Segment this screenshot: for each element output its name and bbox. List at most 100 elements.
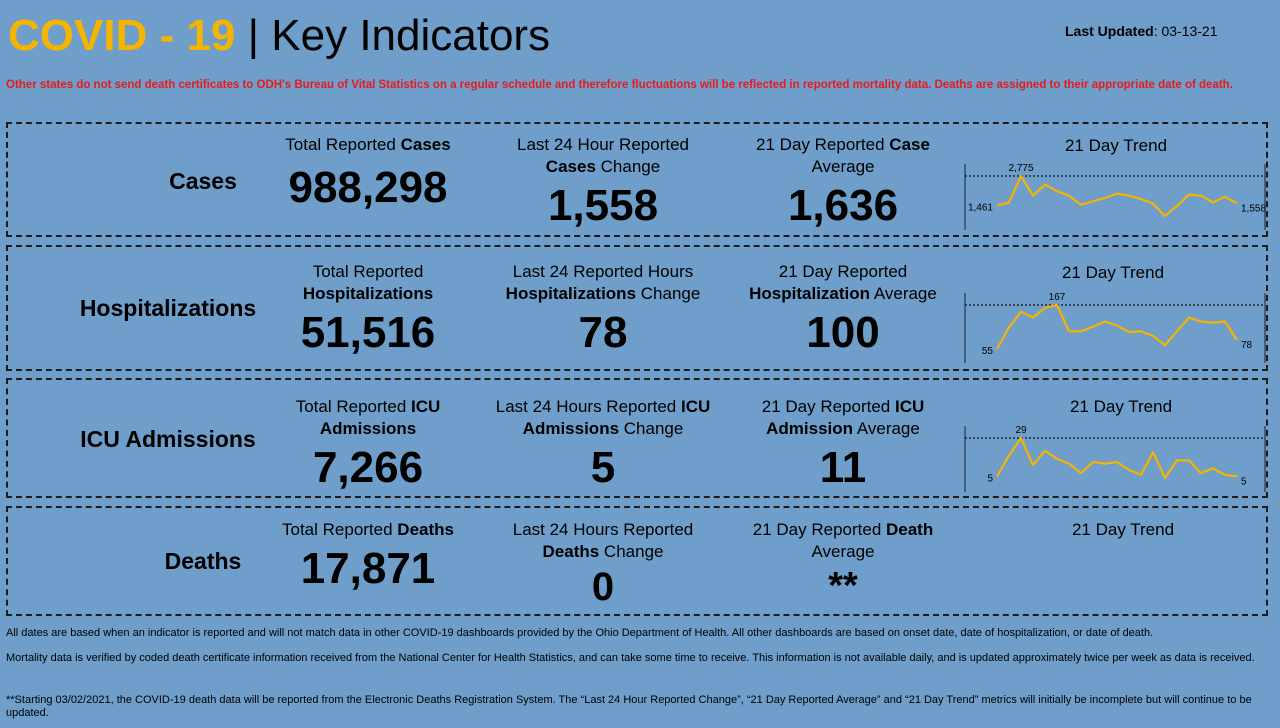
caption-text: 21 Day Reported (756, 135, 890, 154)
icu-total-value: 7,266 (312, 443, 424, 492)
caption-text: Average (853, 419, 920, 438)
trend-peak-label: 2,775 (1008, 163, 1033, 174)
caption-bold: Cases (400, 135, 451, 154)
caption-bold: ICU Admissions (319, 397, 441, 438)
caption-bold: Case (889, 135, 930, 154)
icu-total-caption: Total Reported ICU Admissions (268, 396, 468, 440)
hospitalizations-average-caption: 21 Day Reported Hospitalization Average (733, 261, 953, 305)
footer-note-reporting: All dates are based when an indicator is… (6, 627, 1154, 639)
caption-text: 21 Day Reported (761, 397, 895, 416)
deaths-average-caption: 21 Day Reported Death Average (738, 519, 948, 563)
trend-start-label: 5 (987, 473, 993, 484)
last-updated-label: Last Updated (1065, 23, 1154, 39)
hospitalizations-change-value: 78 (578, 308, 628, 357)
cases-trend-title: 21 Day Trend (1064, 136, 1168, 155)
caption-bold: ICU Admission (766, 397, 925, 438)
trend-series-line (996, 303, 1238, 350)
footer-note-mortality: Mortality data is verified by coded deat… (6, 652, 1255, 664)
deaths-average: 21 Day Reported Death Average ** (738, 519, 948, 605)
deaths-average-value: ** (828, 565, 858, 607)
cases-average-value: 1,636 (787, 181, 899, 230)
icu-total: Total Reported ICU Admissions 7,266 (268, 396, 468, 492)
caption-text: Change (636, 284, 701, 303)
icu-label: ICU Admissions (80, 426, 256, 452)
trend-end-label: 5 (1241, 476, 1247, 487)
caption-text: Average (811, 542, 875, 561)
caption-bold: Hospitalizations (302, 284, 434, 303)
cases-label: Cases (169, 168, 237, 194)
icu-change: Last 24 Hours Reported ICU Admissions Ch… (493, 396, 713, 492)
deaths-total: Total Reported Deaths 17,871 (268, 519, 468, 593)
hospitalizations-trend-chart: 55 167 78 (964, 292, 1266, 363)
cases-change-value: 1,558 (547, 181, 659, 230)
caption-text: Change (595, 157, 661, 176)
footer-note-edrs: **Starting 03/02/2021, the COVID-19 deat… (6, 694, 1252, 719)
trend-start-label: 1,461 (968, 203, 993, 214)
icu-trend-title: 21 Day Trend (1069, 397, 1173, 416)
caption-text: Total Reported (282, 520, 398, 539)
deaths-trend-title: 21 Day Trend (1071, 520, 1175, 539)
title-key-indicators: Key Indicators (271, 11, 551, 60)
caption-text: 21 Day Reported (778, 262, 908, 281)
title-covid: COVID - 19 (8, 11, 236, 60)
icu-average: 21 Day Reported ICU Admission Average 11 (738, 396, 948, 492)
icu-trend-chart: 5 29 5 (964, 425, 1266, 492)
caption-bold: Cases (545, 157, 596, 176)
deaths-panel: Deaths Total Reported Deaths 17,871 Last… (6, 506, 1268, 616)
trend-peak-label: 167 (1049, 292, 1066, 303)
caption-text: Last 24 Hours Reported (495, 397, 681, 416)
deaths-label: Deaths (164, 548, 242, 574)
caption-text: Last 24 Hours Reported (512, 520, 694, 539)
cases-change: Last 24 Hour Reported Cases Change 1,558 (493, 134, 713, 230)
caption-text: Change (619, 419, 684, 438)
caption-text: 21 Day Reported (752, 520, 886, 539)
last-updated: Last Updated: 03-13-21 (1065, 23, 1218, 39)
cases-average-caption: 21 Day Reported Case Average (738, 134, 948, 178)
caption-text: Average (811, 157, 875, 176)
deaths-change: Last 24 Hours Reported Deaths Change 0 (493, 519, 713, 607)
deaths-total-caption: Total Reported Deaths (268, 519, 468, 541)
icu-panel: ICU Admissions Total Reported ICU Admiss… (6, 378, 1268, 498)
caption-text: Average (870, 284, 937, 303)
icu-change-caption: Last 24 Hours Reported ICU Admissions Ch… (493, 396, 713, 440)
cases-trend-chart: 1,461 2,775 1,558 (964, 163, 1266, 230)
caption-bold: Death (886, 520, 934, 539)
deaths-change-value: 0 (591, 565, 615, 609)
trend-peak-label: 29 (1015, 425, 1027, 436)
icu-average-caption: 21 Day Reported ICU Admission Average (738, 396, 948, 440)
cases-total-caption: Total Reported Cases (268, 134, 468, 156)
caption-bold: Deaths (542, 542, 600, 561)
trend-series-line (996, 174, 1238, 218)
mortality-warning: Other states do not send death certifica… (6, 79, 1233, 91)
caption-text: Last 24 Hour Reported (517, 135, 689, 154)
cases-average: 21 Day Reported Case Average 1,636 (738, 134, 948, 230)
caption-bold: Deaths (397, 520, 454, 539)
trend-start-label: 55 (982, 346, 994, 357)
cases-total-value: 988,298 (288, 163, 448, 212)
caption-text: Change (599, 542, 664, 561)
hospitalizations-average: 21 Day Reported Hospitalization Average … (733, 261, 953, 357)
caption-text: Total Reported (312, 262, 424, 281)
cases-change-caption: Last 24 Hour Reported Cases Change (493, 134, 713, 178)
caption-text: Total Reported (285, 135, 401, 154)
hospitalizations-change-caption: Last 24 Reported Hours Hospitalizations … (488, 261, 718, 305)
hospitalizations-change: Last 24 Reported Hours Hospitalizations … (488, 261, 718, 357)
trend-end-label: 1,558 (1241, 203, 1266, 214)
cases-panel: Cases Total Reported Cases 988,298 Last … (6, 122, 1268, 237)
icu-average-value: 11 (819, 443, 867, 492)
hospitalizations-label: Hospitalizations (79, 295, 257, 321)
trend-series-line (996, 436, 1238, 480)
hospitalizations-average-value: 100 (806, 308, 880, 357)
caption-bold: Hospitalizations (505, 284, 637, 303)
deaths-change-caption: Last 24 Hours Reported Deaths Change (493, 519, 713, 563)
icu-change-value: 5 (590, 443, 616, 492)
hospitalizations-total-caption: Total Reported Hospitalizations (268, 261, 468, 305)
title-separator: | (235, 11, 272, 60)
caption-bold: ICU Admissions (522, 397, 711, 438)
last-updated-value: : 03-13-21 (1153, 23, 1218, 39)
cases-total: Total Reported Cases 988,298 (268, 134, 468, 212)
caption-bold: Hospitalization (749, 284, 871, 303)
hospitalizations-total-value: 51,516 (300, 308, 436, 357)
deaths-total-value: 17,871 (300, 544, 436, 593)
trend-end-label: 78 (1241, 340, 1253, 351)
